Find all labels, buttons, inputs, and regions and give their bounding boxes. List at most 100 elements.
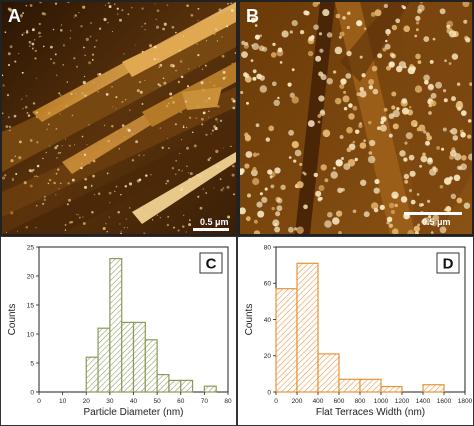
- afm-particle: [76, 213, 78, 216]
- afm-particle: [456, 165, 461, 170]
- afm-particle: [232, 106, 236, 110]
- afm-particle: [334, 46, 343, 55]
- afm-particle: [6, 94, 10, 97]
- afm-particle: [35, 111, 39, 114]
- x-tick-label: 30: [106, 398, 114, 405]
- afm-particle: [427, 157, 433, 163]
- afm-particle: [339, 134, 344, 140]
- afm-particle: [111, 30, 113, 33]
- afm-particle: [201, 123, 204, 126]
- afm-particle: [106, 231, 108, 233]
- afm-particle: [467, 134, 472, 139]
- afm-particle: [241, 51, 248, 58]
- afm-particle: [16, 230, 18, 232]
- afm-particle: [162, 77, 165, 80]
- afm-particle: [269, 175, 273, 179]
- afm-particle: [217, 121, 219, 123]
- afm-particle: [82, 80, 86, 85]
- afm-particle: [118, 148, 120, 150]
- afm-particle: [241, 40, 246, 46]
- panel-letter: C: [206, 256, 217, 273]
- afm-particle: [40, 35, 42, 38]
- afm-particle: [324, 178, 329, 183]
- afm-particle: [319, 197, 323, 200]
- afm-particle: [415, 28, 419, 32]
- afm-particle: [231, 173, 235, 177]
- afm-particle: [105, 222, 107, 225]
- x-tick-label: 40: [130, 398, 138, 405]
- afm-particle: [141, 50, 144, 53]
- afm-particle: [64, 229, 67, 231]
- afm-particle: [423, 36, 430, 43]
- afm-particle: [73, 144, 76, 146]
- afm-particle: [208, 116, 210, 118]
- afm-particle: [267, 169, 273, 175]
- afm-a-particles: [2, 2, 236, 234]
- afm-particle: [253, 230, 261, 234]
- afm-particle: [307, 120, 315, 128]
- afm-particle: [7, 52, 11, 56]
- afm-particle: [363, 139, 366, 142]
- afm-particle: [18, 52, 20, 55]
- afm-particle: [320, 74, 327, 81]
- afm-particle: [50, 58, 52, 61]
- afm-particle: [189, 172, 193, 176]
- afm-particle: [403, 25, 410, 33]
- afm-particle: [420, 155, 428, 163]
- afm-particle: [21, 33, 24, 36]
- afm-particle: [24, 105, 28, 109]
- afm-particle: [157, 83, 160, 86]
- afm-particle: [319, 48, 324, 53]
- afm-particle: [105, 93, 109, 96]
- afm-particle: [95, 39, 98, 42]
- afm-particle: [207, 168, 210, 171]
- afm-particle: [34, 57, 37, 60]
- afm-particle: [222, 187, 225, 190]
- afm-particle: [427, 199, 431, 203]
- afm-particle: [227, 2, 229, 5]
- afm-particle: [215, 149, 219, 153]
- afm-particle: [119, 18, 122, 22]
- afm-image-a: A 0.5 μm: [0, 0, 238, 236]
- afm-particle: [80, 166, 83, 170]
- afm-particle: [352, 209, 357, 214]
- afm-particle: [450, 193, 457, 200]
- afm-particle: [307, 50, 314, 57]
- afm-particle: [456, 82, 461, 86]
- afm-particle: [93, 45, 96, 48]
- afm-particle: [451, 53, 459, 60]
- afm-particle: [226, 185, 230, 189]
- afm-particle: [423, 130, 427, 134]
- panel-letter-a: A: [8, 6, 21, 26]
- afm-particle: [403, 157, 408, 162]
- afm-particle: [42, 45, 45, 48]
- afm-particle: [467, 119, 472, 123]
- afm-particle: [115, 185, 118, 188]
- afm-particle: [218, 8, 222, 12]
- afm-particle: [252, 166, 257, 172]
- afm-particle: [432, 166, 437, 171]
- afm-particle: [185, 231, 187, 233]
- afm-particle: [127, 13, 130, 16]
- y-tick-label: 0: [267, 389, 271, 396]
- afm-particle: [259, 192, 263, 196]
- afm-particle: [114, 137, 116, 139]
- afm-particle: [141, 7, 144, 10]
- afm-particle: [25, 5, 28, 7]
- afm-particle: [392, 109, 400, 118]
- afm-particle: [379, 204, 385, 211]
- afm-particle: [270, 52, 277, 58]
- afm-particle: [106, 172, 109, 175]
- afm-particle: [54, 2, 58, 5]
- afm-particle: [277, 96, 280, 100]
- afm-particle: [70, 92, 73, 95]
- afm-particle: [144, 79, 146, 81]
- afm-particle: [201, 68, 204, 70]
- afm-particle: [81, 135, 84, 138]
- afm-particle: [175, 69, 177, 72]
- afm-particle: [312, 2, 319, 7]
- afm-particle: [193, 144, 197, 148]
- afm-particle: [66, 81, 69, 83]
- afm-particle: [332, 217, 340, 225]
- afm-particle: [414, 34, 418, 38]
